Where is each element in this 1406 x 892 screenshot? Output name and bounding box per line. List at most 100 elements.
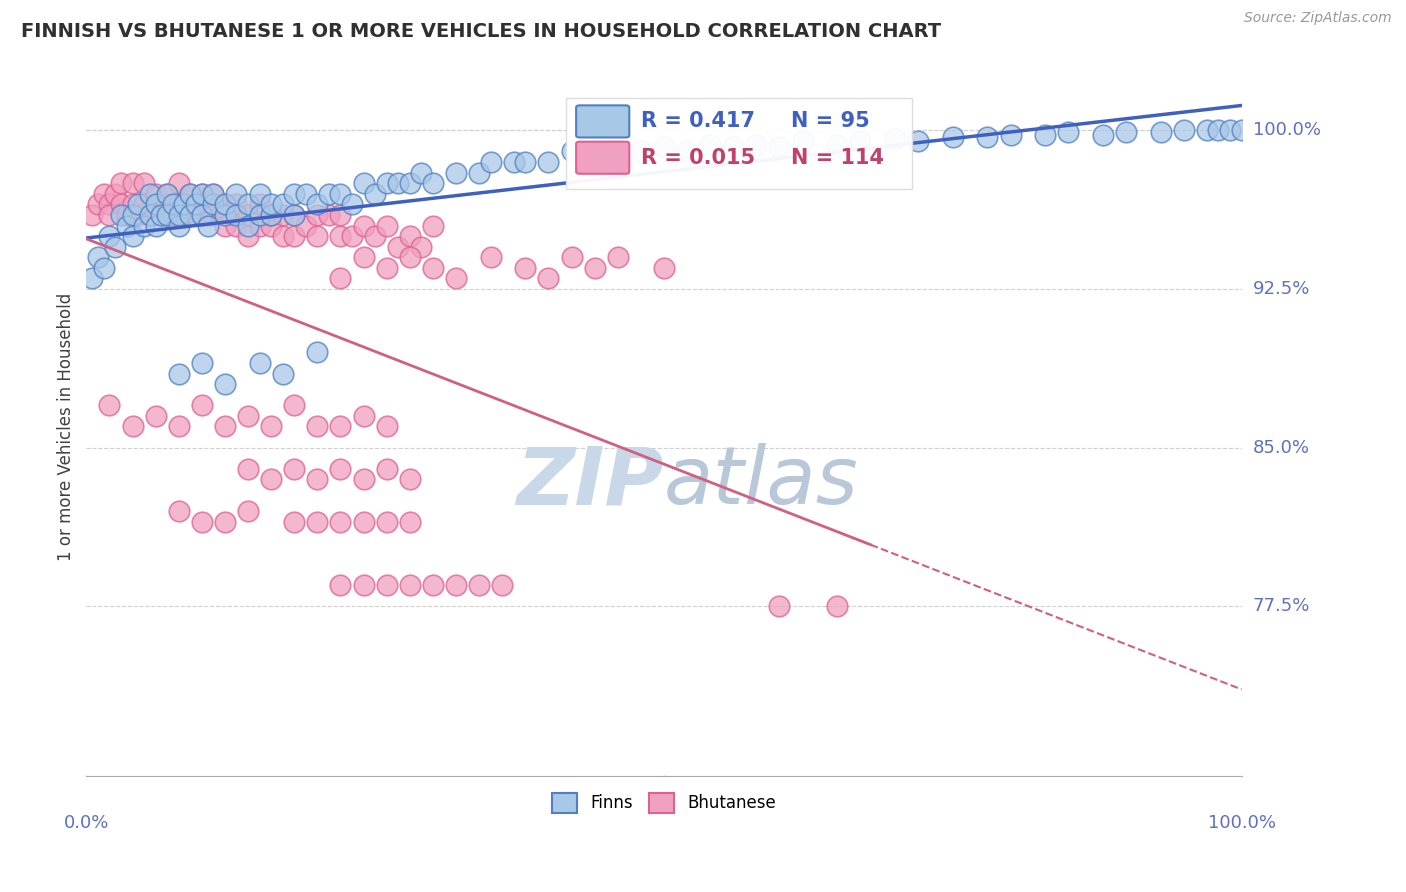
Point [115, 208, 138, 222]
Point [375, 578, 398, 592]
Point [422, 260, 444, 275]
Point [318, 208, 340, 222]
Point [515, 155, 537, 169]
Point [260, 472, 283, 486]
Point [1208, 123, 1230, 137]
Point [375, 462, 398, 476]
Point [184, 197, 207, 211]
Point [214, 197, 236, 211]
Point [515, 260, 537, 275]
Point [353, 250, 375, 264]
Point [444, 271, 467, 285]
Point [398, 515, 420, 529]
Point [630, 145, 652, 159]
Point [271, 229, 294, 244]
Point [249, 356, 271, 370]
Point [167, 197, 190, 211]
FancyBboxPatch shape [576, 142, 630, 174]
Point [110, 176, 132, 190]
Point [491, 578, 513, 592]
Point [202, 197, 225, 211]
Point [167, 367, 190, 381]
Point [167, 208, 190, 222]
Point [329, 186, 352, 201]
Text: N = 114: N = 114 [792, 148, 884, 168]
Point [145, 186, 167, 201]
Point [121, 419, 143, 434]
Point [191, 515, 214, 529]
Point [307, 515, 329, 529]
Point [768, 140, 790, 154]
Point [260, 208, 283, 222]
Point [340, 229, 363, 244]
Text: 100.0%: 100.0% [1253, 121, 1320, 139]
Point [745, 138, 768, 153]
Point [179, 208, 201, 222]
Point [583, 149, 606, 163]
Point [236, 219, 259, 233]
Point [398, 229, 420, 244]
Point [1195, 123, 1218, 137]
Point [191, 356, 214, 370]
Point [283, 208, 305, 222]
Point [387, 176, 409, 190]
Point [236, 229, 259, 244]
Point [502, 155, 524, 169]
Point [271, 208, 294, 222]
Point [110, 208, 132, 222]
FancyBboxPatch shape [576, 105, 630, 137]
Text: 0.0%: 0.0% [63, 814, 110, 832]
Point [307, 229, 329, 244]
Point [87, 250, 110, 264]
Point [353, 176, 375, 190]
Point [167, 176, 190, 190]
FancyBboxPatch shape [565, 98, 912, 189]
Point [329, 515, 352, 529]
Point [197, 219, 219, 233]
Point [283, 398, 305, 412]
Point [225, 186, 247, 201]
Point [249, 208, 271, 222]
Point [156, 208, 179, 222]
Point [976, 129, 998, 144]
Point [202, 186, 225, 201]
Text: Source: ZipAtlas.com: Source: ZipAtlas.com [1244, 11, 1392, 25]
Point [145, 197, 167, 211]
Legend: Finns, Bhutanese: Finns, Bhutanese [546, 786, 783, 820]
Point [93, 186, 115, 201]
Point [479, 250, 502, 264]
Point [225, 208, 247, 222]
Point [236, 409, 259, 423]
Point [1150, 125, 1173, 139]
Point [283, 208, 305, 222]
Point [156, 186, 179, 201]
Point [398, 176, 420, 190]
Point [606, 145, 628, 159]
Point [173, 208, 195, 222]
Point [121, 197, 143, 211]
Point [260, 419, 283, 434]
Point [225, 197, 247, 211]
Point [907, 134, 929, 148]
Point [329, 271, 352, 285]
Point [283, 515, 305, 529]
Point [329, 578, 352, 592]
Point [375, 515, 398, 529]
Point [307, 472, 329, 486]
Point [329, 229, 352, 244]
Point [236, 462, 259, 476]
Point [214, 197, 236, 211]
Point [375, 219, 398, 233]
Point [398, 250, 420, 264]
Point [145, 409, 167, 423]
Point [652, 140, 675, 154]
Text: ZIP: ZIP [516, 443, 664, 521]
Point [849, 134, 872, 148]
Point [214, 515, 236, 529]
Point [387, 240, 409, 254]
Y-axis label: 1 or more Vehicles in Household: 1 or more Vehicles in Household [58, 293, 75, 560]
Point [214, 219, 236, 233]
Point [132, 197, 155, 211]
Point [179, 208, 201, 222]
Point [249, 219, 271, 233]
